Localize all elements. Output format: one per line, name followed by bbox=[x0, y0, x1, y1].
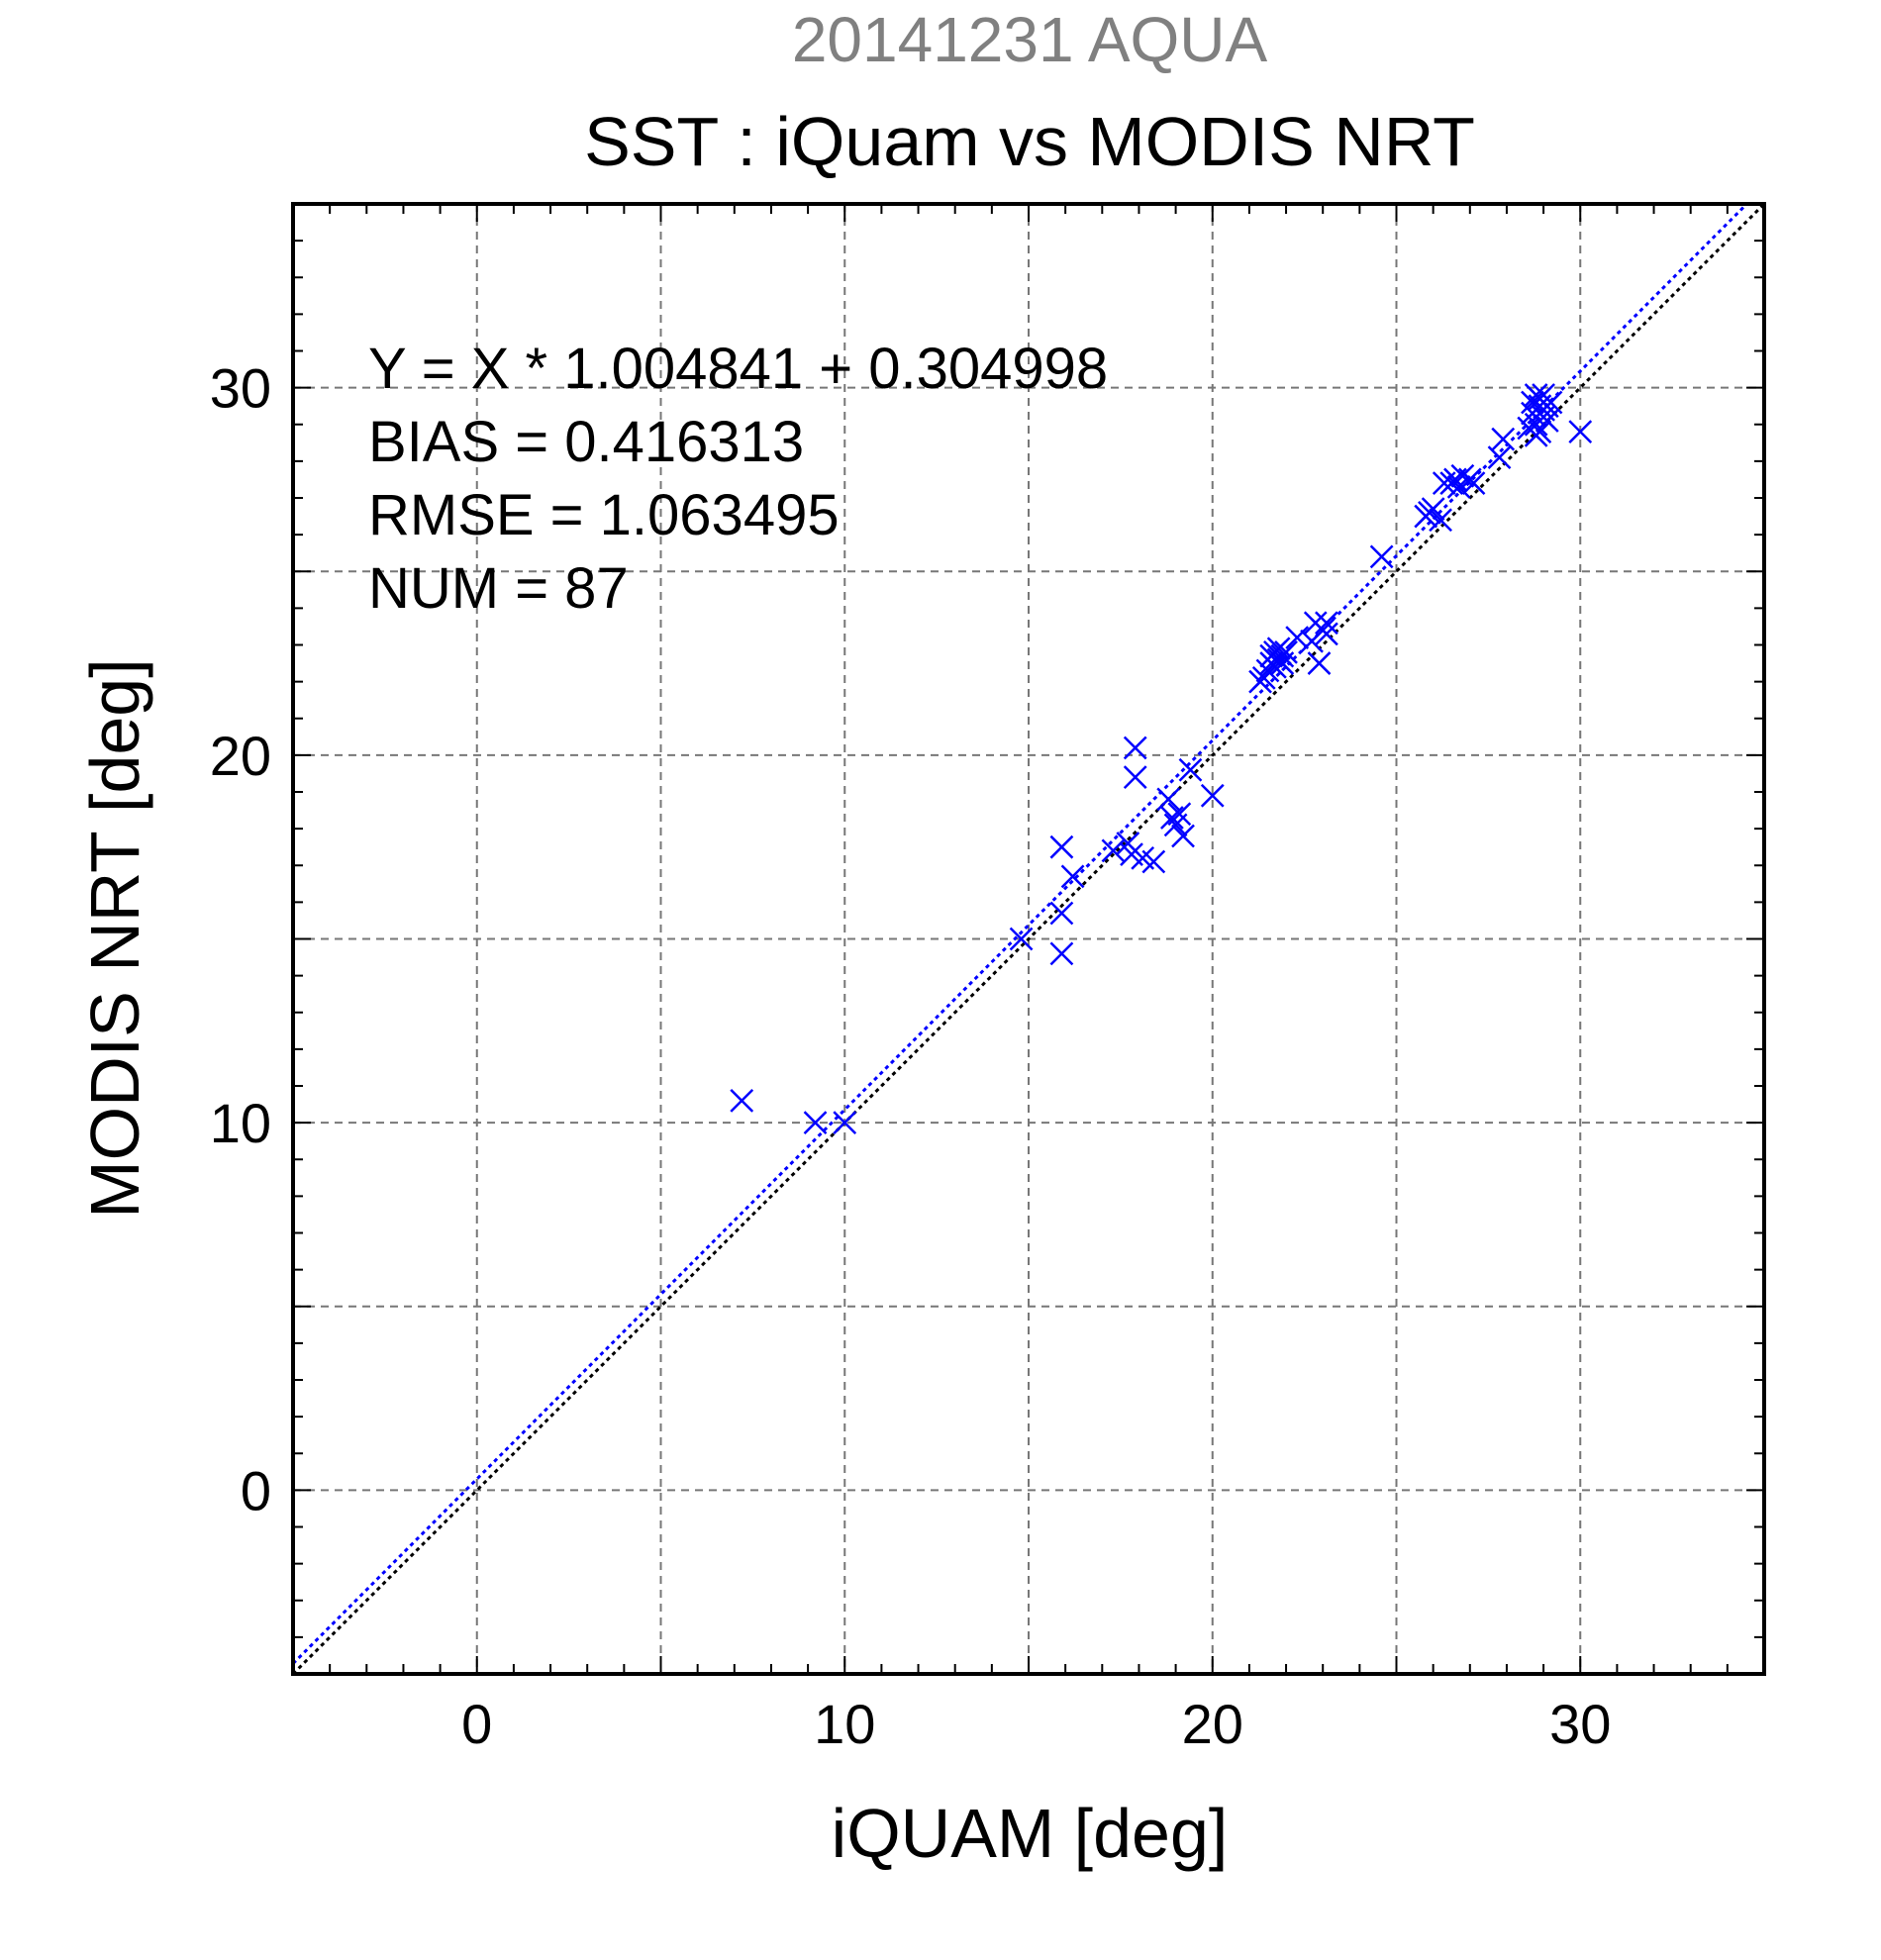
data-point bbox=[1538, 390, 1563, 415]
data-point bbox=[1369, 544, 1394, 569]
chart-title: SST : iQuam vs MODIS NRT bbox=[584, 103, 1475, 180]
x-tick-label: 10 bbox=[814, 1693, 875, 1755]
data-point bbox=[1123, 765, 1147, 790]
data-point bbox=[1534, 409, 1559, 433]
data-point bbox=[1491, 427, 1516, 451]
data-point bbox=[1009, 927, 1034, 951]
data-point bbox=[1266, 637, 1291, 661]
data-point bbox=[1450, 463, 1475, 488]
data-point bbox=[1461, 471, 1486, 496]
data-point bbox=[1101, 838, 1126, 863]
data-point bbox=[1568, 420, 1593, 444]
y-tick-label: 10 bbox=[210, 1092, 271, 1154]
stats-block: Y = X * 1.004841 + 0.304998 BIAS = 0.416… bbox=[368, 337, 1108, 621]
data-point bbox=[1263, 654, 1287, 679]
data-point bbox=[1049, 834, 1074, 859]
data-point bbox=[1141, 849, 1166, 874]
data-point bbox=[1315, 611, 1338, 636]
data-point bbox=[1049, 901, 1074, 926]
y-tick-label: 30 bbox=[210, 357, 271, 420]
x-tick-label: 30 bbox=[1549, 1693, 1611, 1755]
reference-lines bbox=[293, 204, 1764, 1674]
data-point bbox=[1315, 622, 1338, 646]
chart-suptitle: 20141231 AQUA bbox=[792, 4, 1268, 75]
data-point bbox=[1307, 651, 1332, 675]
y-tick-label: 0 bbox=[241, 1459, 271, 1521]
data-point bbox=[1528, 420, 1552, 444]
data-point bbox=[1421, 497, 1445, 522]
stats-rmse: RMSE = 1.063495 bbox=[368, 483, 840, 547]
data-points bbox=[730, 383, 1593, 1135]
data-point bbox=[1123, 735, 1147, 760]
data-point bbox=[833, 1111, 857, 1135]
data-point bbox=[1160, 806, 1184, 830]
data-point bbox=[1178, 757, 1203, 782]
stats-regression: Y = X * 1.004841 + 0.304998 bbox=[368, 337, 1108, 401]
stats-bias: BIAS = 0.416313 bbox=[368, 410, 804, 474]
y-axis-label: MODIS NRT [deg] bbox=[76, 658, 153, 1218]
x-tick-label: 20 bbox=[1182, 1693, 1243, 1755]
data-point bbox=[1521, 390, 1544, 415]
data-point bbox=[1171, 824, 1195, 848]
data-point bbox=[1274, 640, 1298, 664]
x-tick-label: 0 bbox=[461, 1693, 492, 1755]
plot-frame bbox=[291, 202, 1766, 1676]
data-point bbox=[1200, 783, 1225, 808]
identity-line bbox=[293, 204, 1764, 1674]
data-point bbox=[1487, 445, 1512, 470]
data-point bbox=[1429, 508, 1452, 533]
x-axis-label: iQUAM [deg] bbox=[832, 1795, 1229, 1872]
y-tick-labels: 0 10 20 30 bbox=[210, 357, 271, 1522]
data-point bbox=[1049, 941, 1074, 966]
data-point bbox=[803, 1111, 828, 1135]
stats-num: NUM = 87 bbox=[368, 556, 629, 621]
data-point bbox=[730, 1088, 754, 1113]
data-point bbox=[1156, 787, 1181, 812]
fit-line bbox=[293, 204, 1749, 1665]
data-point bbox=[1167, 802, 1192, 827]
x-tick-labels: 0 10 20 30 bbox=[461, 1693, 1611, 1755]
data-point bbox=[1285, 626, 1310, 649]
y-tick-label: 20 bbox=[210, 725, 271, 787]
data-point bbox=[1060, 864, 1085, 889]
